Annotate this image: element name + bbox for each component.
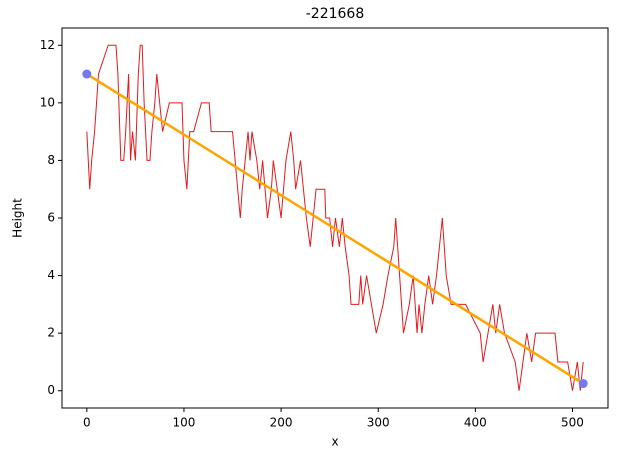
- x-tick-label: 100: [173, 416, 196, 430]
- x-axis-label: x: [331, 435, 338, 449]
- data-line: [86, 72, 584, 385]
- chart-title: -221668: [306, 6, 365, 22]
- y-axis-label: Height: [11, 198, 25, 238]
- y-tick-label: 8: [47, 153, 55, 167]
- y-tick-label: 4: [47, 268, 55, 282]
- x-tick-label: 500: [561, 416, 584, 430]
- point: [578, 379, 588, 389]
- x-tick-label: 300: [367, 416, 390, 430]
- data-line: [86, 44, 584, 391]
- x-tick-label: 400: [464, 416, 487, 430]
- y-tick-label: 0: [47, 383, 55, 397]
- y-tick-label: 12: [40, 38, 55, 52]
- x-tick-label: 200: [270, 416, 293, 430]
- y-tick-label: 6: [47, 211, 55, 225]
- y-tick-label: 10: [40, 95, 55, 109]
- x-tick-label: 0: [83, 416, 91, 430]
- point: [82, 69, 92, 79]
- plot-frame: [61, 27, 609, 409]
- y-tick-label: 2: [47, 326, 55, 340]
